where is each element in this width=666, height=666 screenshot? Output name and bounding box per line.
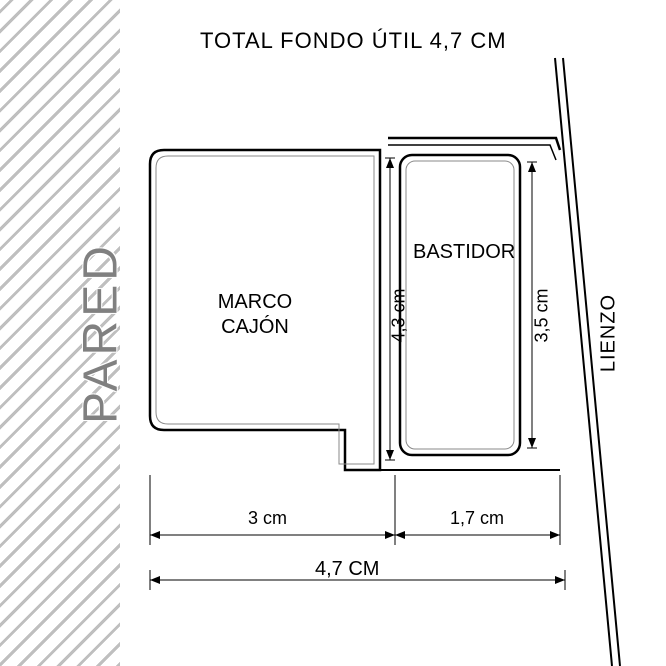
dim-marco-width: 3 cm: [248, 508, 287, 529]
dim-marco-height: 4,3 cm: [389, 288, 410, 342]
dim-bastidor-height: 3,5 cm: [532, 288, 553, 342]
marco-label-line1: MARCO: [218, 291, 292, 313]
marco-cajon-label: MARCO CAJÓN: [195, 290, 315, 340]
dim-total-width: 4,7 CM: [315, 558, 379, 581]
marco-label-line2: CAJÓN: [221, 316, 289, 338]
bastidor-label: BASTIDOR: [413, 240, 508, 265]
dim-bastidor-width: 1,7 cm: [450, 508, 504, 529]
